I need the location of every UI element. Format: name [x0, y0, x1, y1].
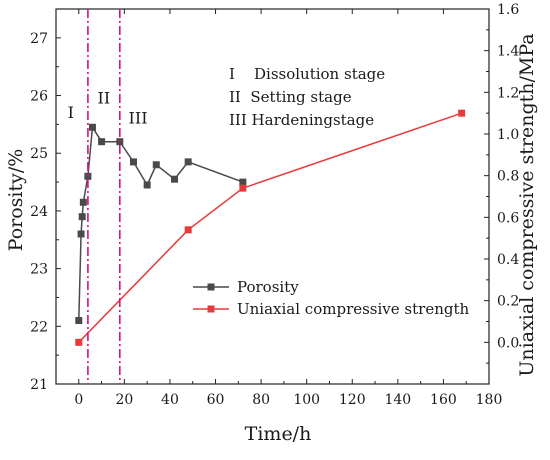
y-right-tick-label: 0.0 [497, 335, 519, 351]
data-point [184, 226, 192, 234]
y-axis-left-label: Porosity/% [5, 149, 27, 252]
x-tick-label: 20 [115, 392, 133, 408]
stage-label: III [129, 109, 148, 128]
y-right-tick-label: 0.2 [497, 294, 519, 310]
data-point [78, 213, 86, 221]
data-point [79, 198, 87, 206]
data-point [88, 123, 96, 131]
data-point [239, 178, 247, 186]
data-point [98, 138, 106, 146]
x-tick-label: 140 [384, 392, 411, 408]
x-tick-label: 80 [252, 392, 270, 408]
data-point [152, 161, 160, 169]
x-tick-label: 100 [293, 392, 320, 408]
legend-label: Porosity [237, 278, 299, 296]
stage-legend-entry: II Setting stage [229, 88, 352, 106]
x-axis-label: Time/h [245, 423, 312, 445]
y-right-tick-label: 1.4 [497, 44, 519, 60]
legend-marker [207, 305, 215, 313]
x-tick-label: 160 [430, 392, 457, 408]
stage-legend-entry: III Hardeningstage [229, 111, 374, 129]
y-left-tick-label: 25 [30, 146, 48, 162]
data-point [129, 158, 137, 166]
data-point [171, 175, 179, 183]
y-left-tick-label: 24 [30, 204, 48, 220]
data-point [75, 317, 83, 325]
legend-marker [207, 283, 215, 291]
data-point [75, 338, 83, 346]
data-point [239, 184, 247, 192]
y-right-tick-label: 0.8 [497, 169, 519, 185]
data-point [77, 230, 85, 238]
y-axis-right-label: Uniaxial compressive strength/MPa [516, 33, 538, 376]
data-point [184, 158, 192, 166]
y-right-tick-label: 1.2 [497, 85, 519, 101]
x-tick-label: 40 [161, 392, 179, 408]
y-right-tick-label: 1.6 [497, 2, 519, 18]
y-right-tick-label: 0.4 [497, 252, 519, 268]
data-point [84, 172, 92, 180]
series-layer [75, 109, 466, 346]
legend-label: Uniaxial compressive strength [237, 300, 469, 318]
y-left-tick-label: 27 [30, 31, 48, 47]
x-tick-label: 60 [207, 392, 225, 408]
x-tick-label: 120 [339, 392, 366, 408]
y-right-tick-label: 0.6 [497, 210, 519, 226]
y-left-tick-label: 26 [30, 89, 48, 105]
y-left-tick-label: 21 [30, 377, 48, 393]
data-point [143, 181, 151, 189]
y-left-tick-label: 23 [30, 262, 48, 278]
x-tick-label: 0 [74, 392, 83, 408]
y-right-tick-label: 1.0 [497, 127, 519, 143]
data-point [458, 109, 466, 117]
axes: 0 20 40 60 80 100 120 140 160 180 21 22 23 24 25 26 27 0.… [30, 2, 519, 408]
stage-label: I [68, 103, 74, 122]
series-line [78, 112, 462, 343]
stage-legend-entry: I Dissolution stage [229, 65, 385, 83]
stage-label: II [98, 88, 111, 107]
x-tick-label: 180 [476, 392, 503, 408]
y-left-tick-label: 22 [30, 319, 48, 335]
